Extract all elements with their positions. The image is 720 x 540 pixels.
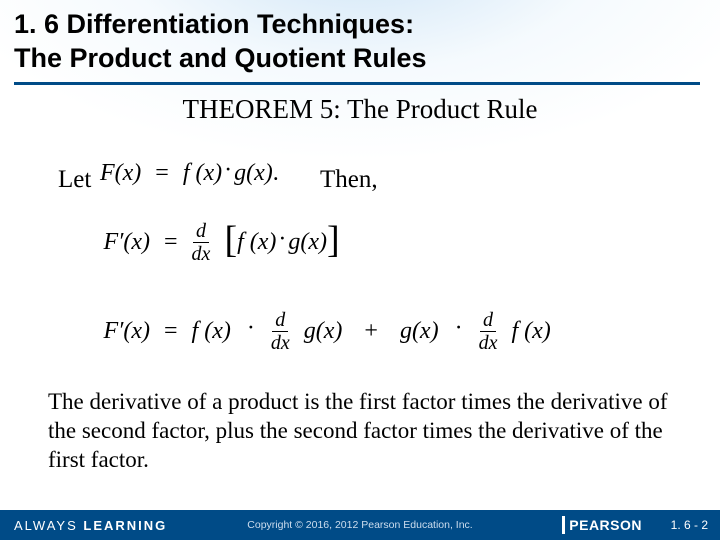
page-number: 1. 6 - 2 [671,518,708,532]
ddx-fraction: d dx [271,310,290,353]
pearson-logo: PEARSON [562,516,642,534]
eq1-rhs: f (x)·g(x). [183,160,279,187]
eq2-lhs: F′(x) [80,229,150,256]
equation-definition: F(x) = f (x)·g(x). [100,160,279,187]
right-bracket-icon: ] [327,218,340,262]
eq1-g: g(x) [234,160,273,186]
then-label: Then, [320,166,378,194]
eq3-term1-f: f (x) [192,318,231,345]
eq3-term1-g: g(x) [304,318,343,345]
explanation-text: The derivative of a product is the first… [48,388,672,474]
dot-icon: · [453,315,465,342]
equals-sign: = [164,229,178,256]
frac-denominator: dx [271,332,290,353]
pearson-bar-icon [562,516,565,534]
ddx-fraction: d dx [192,221,211,264]
equals-sign: = [164,318,178,345]
eq3-term2-f: f (x) [511,318,550,345]
period: . [273,160,279,186]
frac-denominator: dx [479,332,498,353]
equation-derivative-def: F′(x) = d dx [ f (x) · g(x) ] [80,220,340,264]
slide-title: 1. 6 Differentiation Techniques: The Pro… [14,8,700,76]
equals-sign: = [155,160,169,187]
eq3-term2-g: g(x) [400,318,439,345]
frac-numerator: d [272,310,288,332]
dot-icon: · [245,315,257,342]
dot-icon: · [222,157,234,183]
eq3-lhs: F′(x) [80,318,150,345]
plus-sign: + [364,318,378,345]
slide: 1. 6 Differentiation Techniques: The Pro… [0,0,720,540]
title-line-1: 1. 6 Differentiation Techniques: [14,9,414,39]
footer-bar: ALWAYS LEARNING Copyright © 2016, 2012 P… [0,510,720,540]
theorem-heading: THEOREM 5: The Product Rule [0,94,720,125]
bracket-group: [ f (x) · g(x) ] [224,220,339,264]
eq2-g: g(x) [288,229,327,256]
pearson-text: PEARSON [569,517,642,533]
let-label: Let [58,166,91,194]
left-bracket-icon: [ [224,218,237,262]
title-block: 1. 6 Differentiation Techniques: The Pro… [14,8,700,85]
title-line-2: The Product and Quotient Rules [14,43,427,73]
eq1-lhs: F(x) [100,160,141,187]
dot-icon: · [276,226,288,253]
ddx-fraction: d dx [479,310,498,353]
equation-product-rule: F′(x) = f (x) · d dx g(x) + g(x) · d dx … [80,310,551,353]
eq1-f: f (x) [183,160,222,186]
frac-numerator: d [193,221,209,243]
frac-denominator: dx [192,243,211,264]
frac-numerator: d [480,310,496,332]
eq2-f: f (x) [237,229,276,256]
